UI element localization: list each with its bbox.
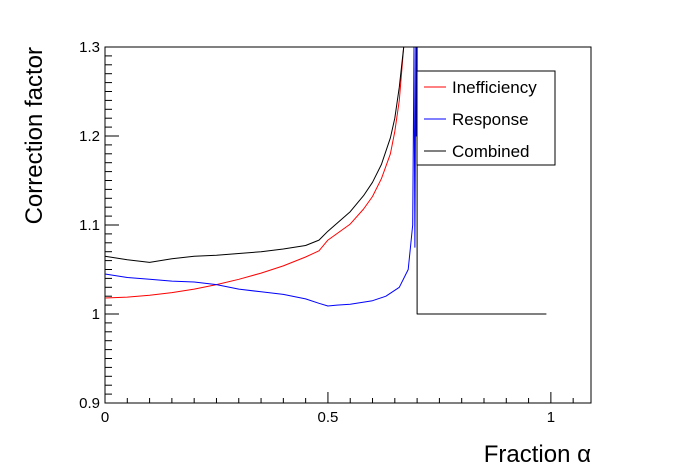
y-tick-label: 1 bbox=[92, 306, 100, 323]
legend-label-inefficiency: Inefficiency bbox=[452, 78, 537, 97]
legend-label-response: Response bbox=[452, 110, 529, 129]
x-tick-label: 1 bbox=[547, 409, 555, 426]
series-line-response bbox=[104, 46, 418, 307]
x-axis-title: Fraction α bbox=[484, 441, 591, 468]
series-lines bbox=[104, 46, 547, 315]
y-axis-title: Correction factor bbox=[21, 47, 48, 224]
series-line-inefficiency bbox=[104, 46, 405, 299]
y-tick-label: 1.3 bbox=[79, 39, 100, 56]
x-tick-label: 0.5 bbox=[318, 409, 339, 426]
series-line-combined bbox=[104, 46, 547, 315]
y-tick-label: 1.2 bbox=[79, 128, 100, 145]
x-tick-label: 0 bbox=[101, 409, 109, 426]
axis-tick-labels: 0 0.5 1 0.9 1 1.1 1.2 1.3 bbox=[79, 39, 555, 426]
legend-label-combined: Combined bbox=[452, 142, 530, 161]
y-tick-label: 1.1 bbox=[79, 217, 100, 234]
legend: Inefficiency Response Combined bbox=[416, 70, 556, 166]
y-tick-label: 0.9 bbox=[79, 395, 100, 412]
axis-ticks bbox=[104, 46, 574, 404]
